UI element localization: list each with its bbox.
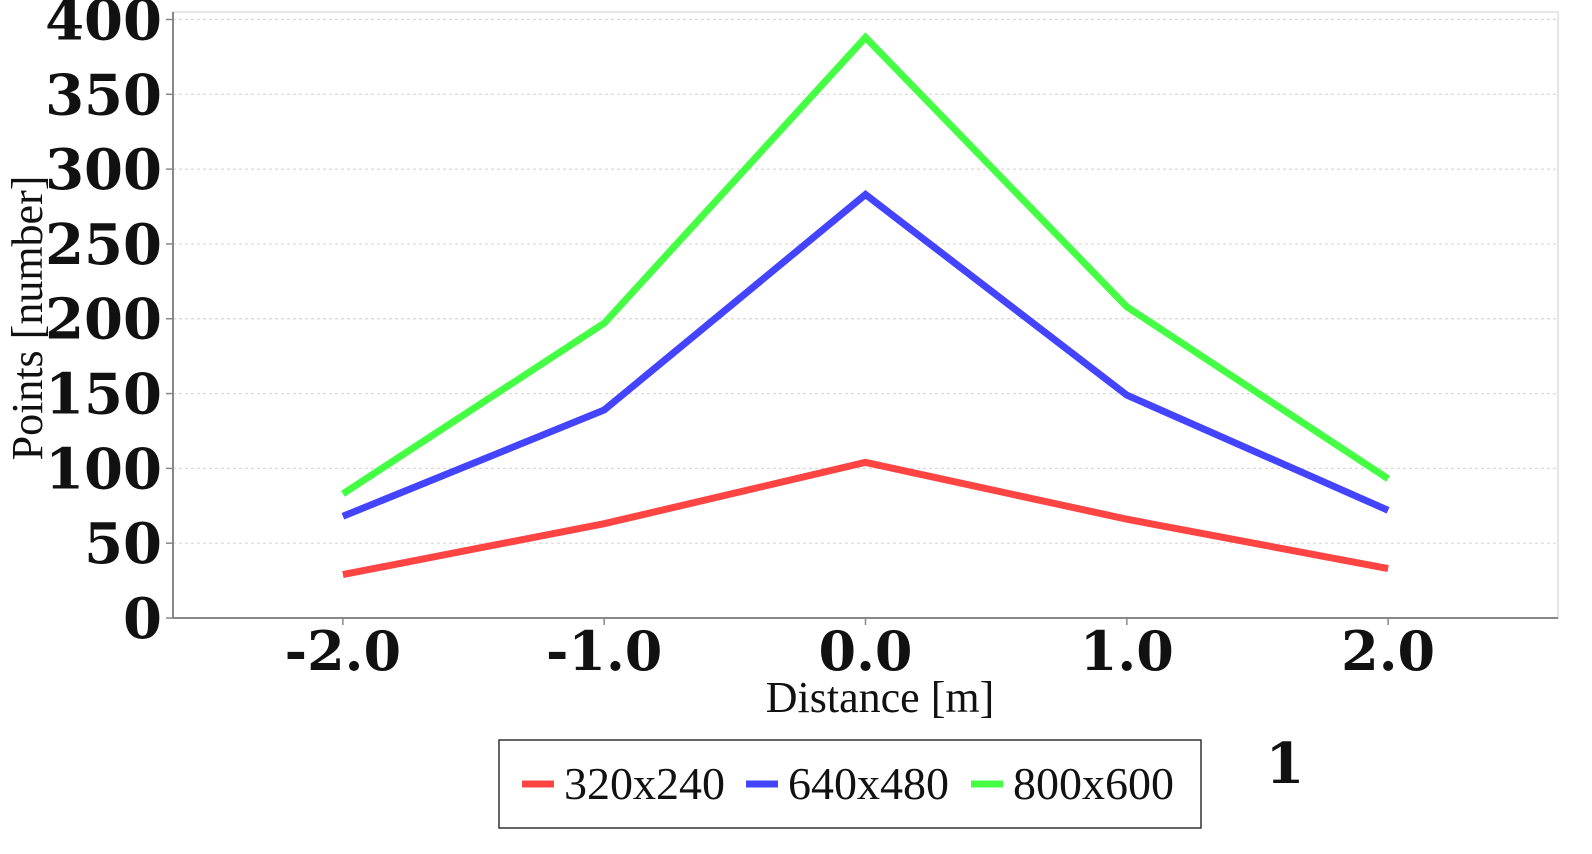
legend-box: [498, 739, 1202, 829]
y-tick-label: 400: [45, 0, 162, 53]
legend-label: 800x600: [1013, 758, 1174, 809]
y-tick-label: 350: [45, 62, 162, 128]
y-tick-label: 250: [45, 212, 162, 278]
y-axis-label: Points [number]: [3, 176, 52, 461]
x-tick-label: -1.0: [546, 619, 662, 683]
axes: [166, 11, 1559, 625]
annotation-label: 1: [1266, 731, 1305, 797]
x-tick-label: -2.0: [285, 619, 401, 683]
series-line-640x480: [341, 190, 1390, 520]
x-tick-labels: -2.0 -1.0 0.0 1.0 2.0: [285, 619, 1435, 683]
y-tick-label: 200: [45, 287, 162, 353]
y-tick-label: 150: [45, 362, 162, 428]
plot-frame: [172, 11, 1559, 619]
y-tick-labels: 0 50 100 150 200 250 300 350 400: [45, 0, 162, 652]
legend-label: 320x240: [564, 758, 725, 809]
x-axis-label: Distance [m]: [766, 673, 994, 722]
legend: 320x240 640x480 800x600: [498, 739, 1202, 829]
x-tick-label: 0.0: [819, 619, 913, 683]
y-tick-label: 100: [45, 436, 162, 502]
x-tick-label: 1.0: [1080, 619, 1174, 683]
legend-label: 640x480: [788, 758, 949, 809]
y-tick-label: 300: [45, 137, 162, 203]
x-tick-label: 2.0: [1341, 619, 1435, 683]
series-line-800x600: [340, 32, 1391, 497]
series-lines: [340, 32, 1391, 579]
series-line-320x240: [342, 458, 1389, 579]
grid: [173, 18, 1558, 544]
y-tick-label: 0: [123, 586, 162, 652]
y-tick-label: 50: [84, 511, 162, 577]
